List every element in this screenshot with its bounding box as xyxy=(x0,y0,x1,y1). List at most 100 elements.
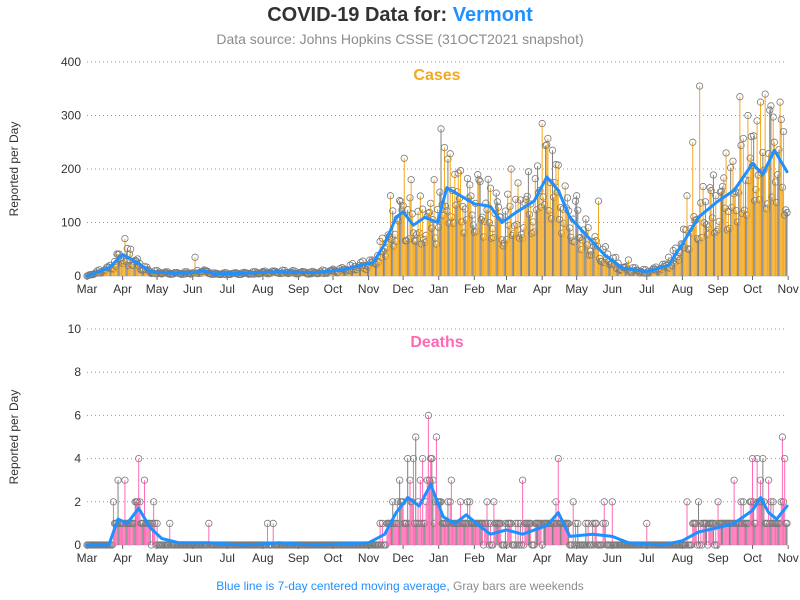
x-tick-label: Mar xyxy=(77,282,98,296)
daily-point xyxy=(683,498,691,506)
x-tick-label: Aug xyxy=(672,282,693,296)
daily-point xyxy=(113,250,121,258)
x-tick-label: May xyxy=(146,551,169,565)
daily-point xyxy=(753,454,761,463)
daily-point xyxy=(717,187,726,195)
daily-point xyxy=(574,519,582,528)
daily-point xyxy=(696,82,704,90)
daily-point xyxy=(519,476,527,484)
daily-point xyxy=(624,256,632,264)
daily-point xyxy=(463,498,472,506)
daily-point xyxy=(554,454,562,463)
daily-point xyxy=(440,144,449,152)
daily-point xyxy=(493,198,501,206)
daily-point xyxy=(506,202,514,210)
x-tick-label: Dec xyxy=(392,282,413,296)
footnote-gray: Gray bars are weekends xyxy=(453,579,584,593)
daily-point xyxy=(490,498,498,506)
daily-point xyxy=(709,519,718,528)
x-tick-label: Apr xyxy=(533,282,552,296)
y-tick-label: 4 xyxy=(74,452,81,466)
x-tick-label: Aug xyxy=(252,282,273,296)
daily-point xyxy=(748,454,757,463)
daily-point xyxy=(407,176,415,184)
daily-point xyxy=(665,253,673,261)
daily-point xyxy=(377,541,385,549)
x-tick-label: Nov xyxy=(358,282,379,296)
daily-point xyxy=(428,224,436,232)
daily-point xyxy=(469,221,477,229)
daily-point xyxy=(766,106,774,114)
daily-point xyxy=(523,192,531,200)
daily-point xyxy=(425,208,434,217)
daily-point xyxy=(466,498,474,506)
daily-point xyxy=(556,204,565,212)
daily-point xyxy=(707,187,715,195)
moving-average-line xyxy=(85,148,789,278)
daily-point xyxy=(744,111,752,120)
daily-point xyxy=(601,243,609,251)
y-tick-label: 10 xyxy=(68,322,82,336)
daily-point xyxy=(567,233,575,241)
daily-point xyxy=(554,161,562,169)
x-tick-label: Oct xyxy=(324,282,343,296)
daily-point xyxy=(574,206,582,214)
daily-point xyxy=(408,210,416,218)
daily-point xyxy=(483,498,491,506)
daily-point xyxy=(446,150,454,158)
daily-point xyxy=(419,454,427,463)
daily-point xyxy=(701,198,709,206)
daily-point xyxy=(563,194,572,202)
x-tick-label: Sep xyxy=(707,282,729,296)
daily-point xyxy=(484,519,492,528)
daily-point xyxy=(165,541,173,549)
daily-point xyxy=(599,519,607,528)
daily-point xyxy=(594,197,603,205)
daily-point xyxy=(542,142,550,150)
daily-point xyxy=(514,519,522,528)
x-tick-label: May xyxy=(565,551,588,565)
daily-point xyxy=(501,207,509,215)
x-tick-label: Jun xyxy=(603,551,622,565)
daily-point xyxy=(475,176,483,184)
daily-point xyxy=(485,541,493,549)
daily-point xyxy=(552,498,560,506)
daily-point xyxy=(409,229,418,237)
cases-panel: 0 100 200 300 400 Mar Apr May Jun Jul Aug Sep Oct Nov… xyxy=(7,55,799,296)
daily-point xyxy=(416,476,424,484)
deaths-panel: 0 2 4 6 8 10 Mar Apr May Jun Jul Aug Sep Oct Nov Dec Jan… xyxy=(7,322,799,565)
daily-point xyxy=(694,498,703,506)
daily-point xyxy=(527,519,535,528)
daily-point xyxy=(682,226,690,234)
footnote-blue: Blue line is 7-day centered moving avera… xyxy=(216,579,450,593)
daily-point xyxy=(152,541,160,549)
x-tick-label: Jun xyxy=(603,282,622,296)
x-tick-label: Mar xyxy=(77,551,98,565)
daily-point xyxy=(446,498,454,506)
daily-point xyxy=(406,194,414,202)
daily-point xyxy=(582,519,590,528)
x-tick-label: Jul xyxy=(220,282,235,296)
daily-point xyxy=(494,203,503,211)
daily-point xyxy=(432,433,441,441)
daily-point xyxy=(736,93,744,101)
footnote: Blue line is 7-day centered moving avera… xyxy=(0,579,800,593)
daily-point xyxy=(573,541,581,549)
daily-point xyxy=(767,102,775,110)
x-tick-label: Apr xyxy=(113,551,132,565)
x-tick-label: Jul xyxy=(639,551,654,565)
daily-point xyxy=(121,476,129,484)
daily-point xyxy=(424,411,432,419)
daily-point xyxy=(737,498,745,506)
daily-point xyxy=(531,175,539,183)
daily-point xyxy=(752,186,760,194)
daily-point xyxy=(396,197,404,205)
daily-point xyxy=(507,519,515,528)
daily-point xyxy=(482,519,490,528)
daily-point xyxy=(548,146,557,154)
daily-point xyxy=(514,179,522,187)
daily-point xyxy=(722,149,730,157)
daily-point xyxy=(428,454,436,463)
daily-point xyxy=(777,115,785,124)
